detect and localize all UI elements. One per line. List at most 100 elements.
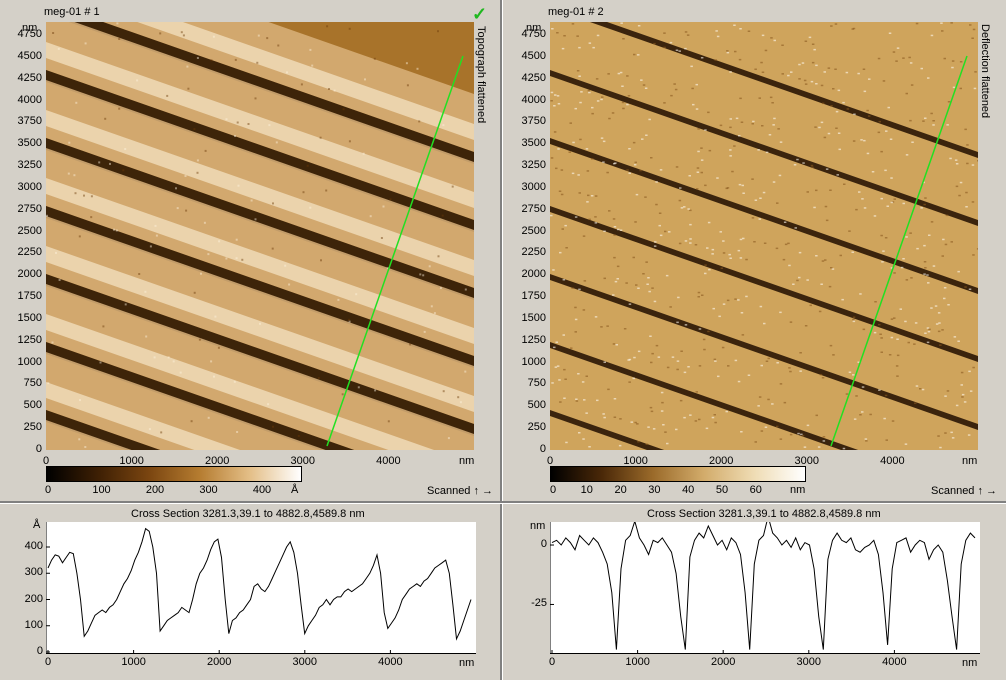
surface-texture — [708, 149, 712, 152]
surface-texture — [713, 358, 717, 361]
x-tick-label: 3000 — [796, 656, 822, 668]
surface-texture — [653, 245, 657, 247]
surface-texture — [556, 32, 559, 34]
surface-texture — [175, 187, 177, 190]
surface-texture — [679, 187, 682, 189]
surface-texture — [676, 368, 679, 371]
x-tick-label: 0 — [44, 656, 52, 668]
surface-texture — [683, 416, 686, 419]
surface-texture — [575, 400, 579, 402]
surface-texture — [767, 398, 770, 401]
surface-texture — [666, 442, 669, 445]
surface-texture — [430, 305, 433, 308]
surface-texture — [457, 396, 460, 399]
horizontal-splitter[interactable] — [0, 501, 1006, 504]
surface-texture — [364, 78, 366, 81]
surface-texture — [914, 322, 918, 324]
surface-texture — [928, 328, 931, 331]
y-tick-label: 4250 — [521, 71, 546, 84]
surface-texture — [725, 410, 728, 413]
surface-texture — [942, 238, 945, 241]
surface-texture — [268, 124, 271, 127]
surface-texture — [588, 42, 592, 44]
surface-texture — [859, 293, 862, 295]
surface-texture — [951, 66, 954, 69]
surface-texture — [758, 97, 761, 99]
surface-texture — [267, 403, 270, 406]
surface-texture — [889, 138, 893, 140]
surface-texture — [884, 169, 887, 172]
surface-texture — [783, 221, 787, 223]
cross-section-line[interactable] — [326, 55, 464, 447]
surface-texture — [803, 79, 807, 82]
step-edge — [550, 138, 978, 294]
surface-texture — [611, 112, 615, 114]
cross-section-line[interactable] — [830, 55, 968, 447]
surface-texture — [961, 396, 964, 398]
surface-texture — [820, 84, 824, 87]
surface-texture — [803, 446, 807, 448]
surface-texture — [645, 443, 649, 445]
cross-section-plot[interactable] — [549, 514, 980, 654]
surface-texture — [659, 234, 663, 237]
terrace-highlight — [46, 110, 474, 276]
surface-texture — [250, 199, 253, 202]
surface-texture — [819, 373, 823, 376]
surface-texture — [409, 343, 412, 346]
surface-texture — [787, 74, 790, 77]
surface-texture — [574, 331, 577, 333]
y-tick-label: 0 — [539, 443, 546, 455]
surface-texture — [592, 46, 595, 49]
surface-texture — [905, 154, 909, 156]
surface-texture — [678, 242, 682, 245]
surface-texture — [739, 97, 742, 100]
surface-texture — [559, 251, 562, 254]
surface-texture — [99, 361, 102, 364]
y-tick-label: 3500 — [17, 137, 42, 150]
surface-texture — [179, 371, 182, 374]
y-tick-label: 2250 — [521, 246, 546, 259]
checkmark-icon[interactable]: ✓ — [472, 4, 488, 24]
surface-texture — [551, 382, 554, 384]
surface-texture — [905, 279, 909, 281]
surface-texture — [740, 121, 744, 123]
y-unit: Å — [33, 519, 41, 531]
panel-title: meg-01 # 2 — [548, 6, 604, 18]
surface-texture — [737, 299, 740, 301]
surface-texture — [644, 87, 648, 89]
surface-texture — [333, 89, 336, 92]
surface-texture — [955, 163, 959, 165]
vertical-splitter[interactable] — [500, 0, 503, 680]
surface-texture — [733, 145, 736, 147]
surface-texture — [752, 120, 755, 123]
surface-texture — [798, 78, 801, 80]
surface-texture — [642, 273, 645, 275]
surface-texture — [796, 158, 799, 161]
y-tick-label: 500 — [23, 399, 42, 412]
surface-texture — [784, 243, 788, 246]
y-tick-label: 3750 — [17, 115, 42, 128]
surface-texture — [722, 252, 726, 254]
surface-texture — [843, 183, 846, 185]
surface-texture — [676, 321, 679, 324]
surface-texture — [781, 44, 784, 46]
surface-texture — [116, 22, 119, 25]
surface-texture — [919, 388, 922, 390]
surface-texture — [187, 87, 190, 90]
surface-texture — [708, 268, 711, 271]
surface-texture — [882, 80, 886, 82]
topograph-image[interactable] — [46, 22, 474, 450]
surface-texture — [891, 420, 895, 422]
surface-texture — [600, 326, 603, 328]
surface-texture — [820, 121, 824, 124]
surface-texture — [852, 140, 856, 142]
cross-section-plot[interactable] — [45, 522, 476, 654]
surface-texture — [767, 357, 770, 360]
surface-texture — [563, 368, 566, 371]
surface-texture — [572, 141, 575, 144]
surface-texture — [553, 346, 556, 349]
surface-texture — [824, 259, 827, 261]
y-tick-label: 200 — [24, 592, 43, 605]
surface-texture — [159, 32, 162, 35]
deflection-image[interactable] — [550, 22, 978, 450]
